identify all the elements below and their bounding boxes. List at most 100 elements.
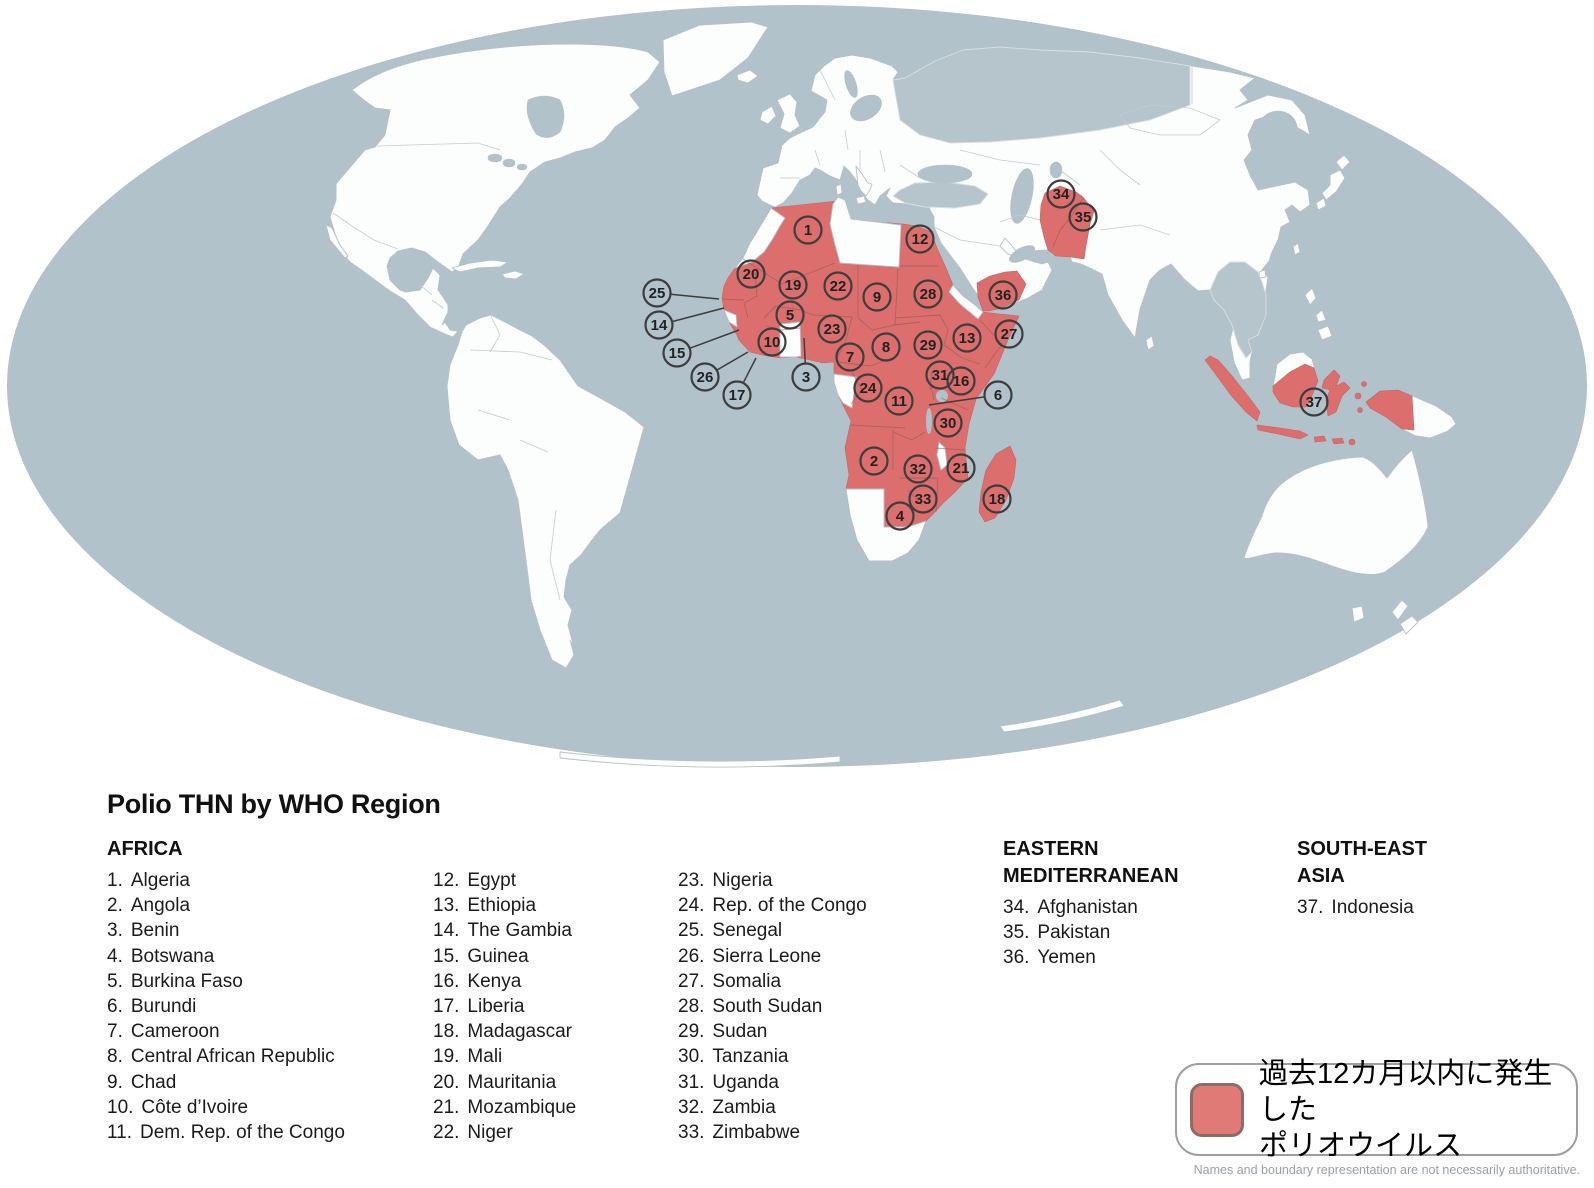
country-list-item: 32. Zambia <box>678 1095 867 1120</box>
region-header: MEDITERRANEAN <box>1003 865 1179 887</box>
sardinia-island <box>835 183 843 196</box>
country-list-item: 34. Afghanistan <box>1003 895 1179 920</box>
lesser-sunda-1 <box>1313 435 1327 443</box>
great-lake-2 <box>502 158 516 168</box>
country-list-item: 15. Guinea <box>433 944 576 969</box>
country-name: Sierra Leone <box>712 945 822 967</box>
country-marker-circle-13 <box>952 323 982 353</box>
gulf-of-bothnia <box>844 70 858 98</box>
country-number: 16. <box>433 970 460 992</box>
map-key-box: 過去12カ月以内に発生した ポリオウイルス <box>1175 1058 1578 1162</box>
country-name: Côte d’Ivoire <box>141 1096 249 1118</box>
marker-leader-line <box>803 337 807 364</box>
page-title: Polio THN by WHO Region <box>107 789 441 819</box>
turkey-region <box>892 181 989 209</box>
country-marker-number-13: 13 <box>959 330 976 347</box>
java-highlight <box>1256 424 1309 440</box>
country-number: 7. <box>107 1021 123 1043</box>
country-list-item: 33. Zimbabwe <box>678 1120 867 1145</box>
country-marker-circle-26 <box>690 362 720 392</box>
country-marker-circle-25 <box>642 278 672 308</box>
country-list-item: 12. Egypt <box>433 868 576 893</box>
country-number: 23. <box>678 870 705 891</box>
country-marker-number-30: 30 <box>940 415 957 432</box>
country-marker-number-20: 20 <box>743 266 760 283</box>
lesser-sunda-3 <box>1348 438 1356 446</box>
afghanistan-pakistan-border <box>1052 197 1084 248</box>
country-marker-number-12: 12 <box>912 231 929 248</box>
maluku-2 <box>1361 381 1367 387</box>
country-marker-number-19: 19 <box>785 277 802 294</box>
country-marker-circle-17 <box>722 380 752 410</box>
japan-kyushu <box>1315 197 1327 211</box>
country-name: Sudan <box>712 1021 768 1043</box>
baltic-sea <box>850 94 882 122</box>
sri-lanka-island <box>1145 335 1155 351</box>
indochina-region <box>1209 261 1267 359</box>
country-marker-number-2: 2 <box>870 453 878 470</box>
country-number: 1. <box>107 870 123 891</box>
black-sea <box>917 164 973 184</box>
country-name: Zimbabwe <box>712 1122 801 1144</box>
country-name: Liberia <box>467 996 525 1018</box>
country-list-item: 3. Benin <box>107 918 345 943</box>
north-america-landmass <box>329 43 661 338</box>
country-marker-number-14: 14 <box>651 317 668 334</box>
country-number: 12. <box>433 870 460 891</box>
sulawesi-highlight <box>1321 369 1351 417</box>
country-number: 11. <box>107 1122 133 1144</box>
authoritative-footnote: Names and boundary representation are no… <box>1193 1163 1580 1177</box>
white-land-borders <box>332 66 1221 601</box>
country-list-item: 18. Madagascar <box>433 1019 576 1044</box>
country-marker-number-4: 4 <box>896 508 905 525</box>
country-number: 19. <box>433 1046 460 1068</box>
antarctica-sliver-1 <box>559 751 841 768</box>
country-number: 25. <box>678 920 705 942</box>
country-name: Botswana <box>130 945 215 967</box>
country-name: Rep. of the Congo <box>712 895 867 917</box>
japan-honshu <box>1321 169 1346 201</box>
country-marker-number-29: 29 <box>920 337 937 354</box>
persian-gulf <box>1009 245 1035 263</box>
country-marker-circle-27 <box>994 319 1024 349</box>
country-marker-circle-4 <box>885 501 915 531</box>
country-name: Chad <box>130 1071 177 1093</box>
country-marker-number-7: 7 <box>846 349 854 366</box>
country-marker-circle-1 <box>793 215 823 245</box>
country-name: Burkina Faso <box>130 970 243 992</box>
sicily-island <box>855 195 867 205</box>
country-marker-circle-22 <box>823 271 853 301</box>
country-name: Niger <box>467 1122 513 1144</box>
country-marker-circle-28 <box>913 279 943 309</box>
lake-victoria <box>936 390 948 402</box>
country-marker-number-27: 27 <box>1001 326 1018 343</box>
country-name: Nigeria <box>712 870 773 891</box>
guinea-bissau <box>723 309 738 328</box>
country-name: Kenya <box>467 970 522 992</box>
country-marker-number-17: 17 <box>729 387 746 404</box>
country-marker-circle-18 <box>982 484 1012 514</box>
country-name: The Gambia <box>467 920 572 942</box>
caspian-sea <box>1010 168 1034 224</box>
country-number: 32. <box>678 1096 705 1118</box>
yemen-highlight <box>976 270 1027 312</box>
key-text-line1: 過去12カ月以内に発生した <box>1259 1057 1553 1126</box>
country-marker-circle-34 <box>1046 179 1076 209</box>
country-marker-number-25: 25 <box>649 285 666 302</box>
country-number: 17. <box>433 996 460 1018</box>
country-list-item: 29. Sudan <box>678 1019 867 1044</box>
country-number: 6. <box>107 996 123 1018</box>
country-marker-circle-31 <box>925 360 955 390</box>
region-header: SOUTH-EAST <box>1297 838 1427 860</box>
country-list-item: 35. Pakistan <box>1003 920 1179 945</box>
antarctica-sliver-2 <box>999 699 1125 733</box>
country-marker-circle-12 <box>905 224 935 254</box>
greenland-landmass <box>662 21 769 97</box>
country-list-item: 27. Somalia <box>678 969 867 994</box>
country-marker-number-31: 31 <box>932 367 949 384</box>
baja-peninsula <box>325 224 349 259</box>
ireland-island <box>759 105 777 125</box>
country-number: 18. <box>433 1021 460 1043</box>
country-marker-circle-30 <box>933 408 963 438</box>
country-name: Mozambique <box>467 1096 577 1118</box>
